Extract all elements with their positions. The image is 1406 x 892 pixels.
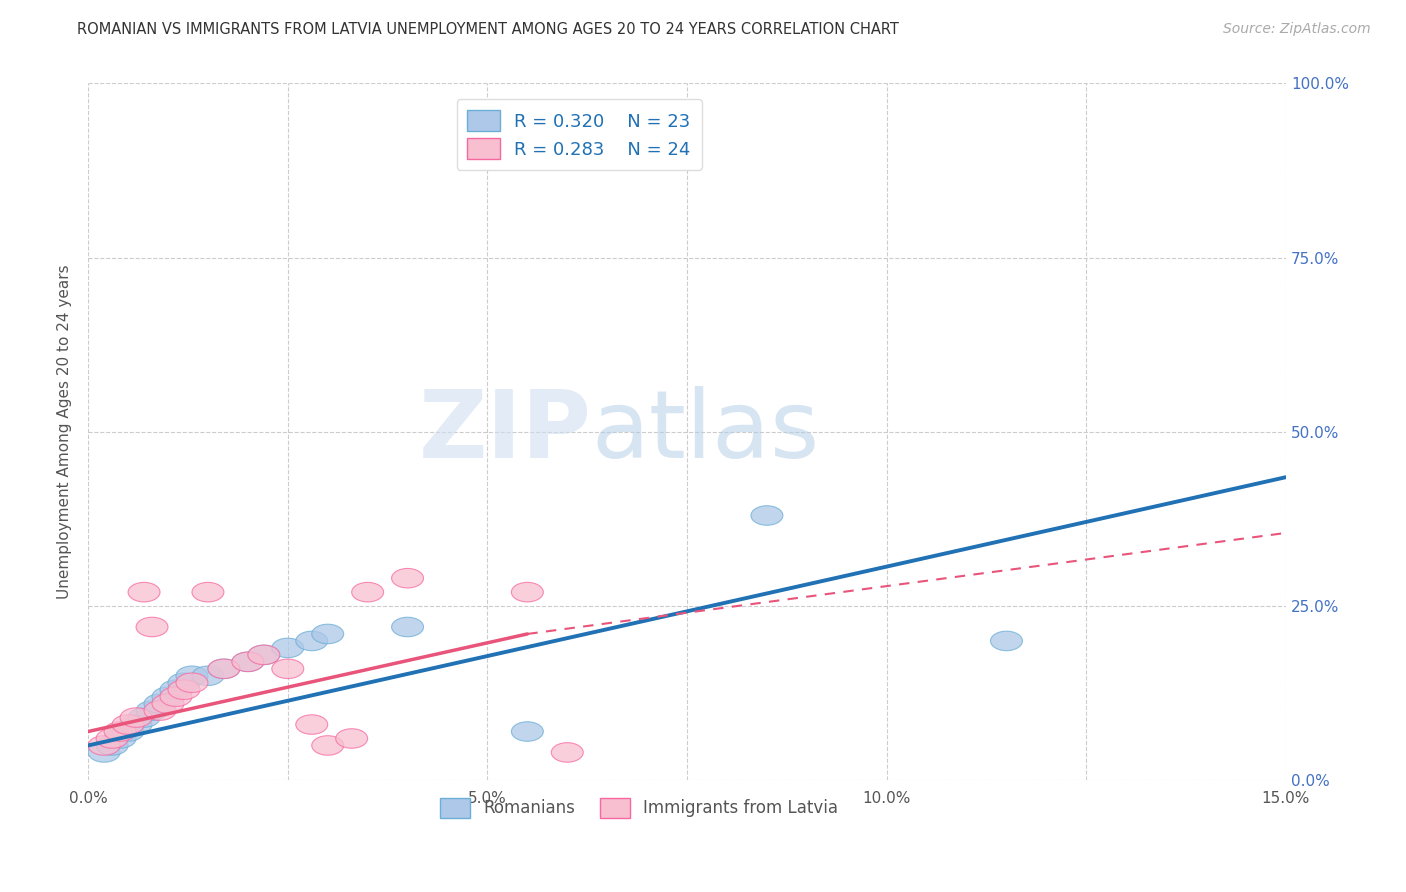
Ellipse shape bbox=[120, 708, 152, 727]
Ellipse shape bbox=[152, 687, 184, 706]
Ellipse shape bbox=[295, 632, 328, 650]
Ellipse shape bbox=[176, 666, 208, 686]
Ellipse shape bbox=[232, 652, 264, 672]
Ellipse shape bbox=[312, 736, 343, 756]
Ellipse shape bbox=[247, 645, 280, 665]
Ellipse shape bbox=[143, 694, 176, 714]
Ellipse shape bbox=[96, 729, 128, 748]
Text: ZIP: ZIP bbox=[419, 386, 592, 478]
Ellipse shape bbox=[247, 645, 280, 665]
Ellipse shape bbox=[193, 582, 224, 602]
Ellipse shape bbox=[112, 722, 143, 741]
Ellipse shape bbox=[136, 701, 167, 721]
Ellipse shape bbox=[89, 736, 120, 756]
Text: Source: ZipAtlas.com: Source: ZipAtlas.com bbox=[1223, 22, 1371, 37]
Text: atlas: atlas bbox=[592, 386, 820, 478]
Ellipse shape bbox=[160, 687, 193, 706]
Ellipse shape bbox=[96, 736, 128, 756]
Ellipse shape bbox=[152, 694, 184, 714]
Legend: Romanians, Immigrants from Latvia: Romanians, Immigrants from Latvia bbox=[433, 791, 845, 824]
Ellipse shape bbox=[160, 680, 193, 699]
Ellipse shape bbox=[751, 506, 783, 525]
Ellipse shape bbox=[104, 729, 136, 748]
Ellipse shape bbox=[512, 582, 543, 602]
Ellipse shape bbox=[232, 652, 264, 672]
Ellipse shape bbox=[208, 659, 240, 679]
Ellipse shape bbox=[143, 701, 176, 721]
Y-axis label: Unemployment Among Ages 20 to 24 years: Unemployment Among Ages 20 to 24 years bbox=[58, 265, 72, 599]
Ellipse shape bbox=[176, 673, 208, 692]
Ellipse shape bbox=[89, 743, 120, 762]
Ellipse shape bbox=[352, 582, 384, 602]
Ellipse shape bbox=[312, 624, 343, 644]
Ellipse shape bbox=[271, 659, 304, 679]
Text: ROMANIAN VS IMMIGRANTS FROM LATVIA UNEMPLOYMENT AMONG AGES 20 TO 24 YEARS CORREL: ROMANIAN VS IMMIGRANTS FROM LATVIA UNEMP… bbox=[77, 22, 900, 37]
Ellipse shape bbox=[193, 666, 224, 686]
Ellipse shape bbox=[990, 632, 1022, 650]
Ellipse shape bbox=[512, 722, 543, 741]
Ellipse shape bbox=[112, 714, 143, 734]
Ellipse shape bbox=[136, 617, 167, 637]
Ellipse shape bbox=[208, 659, 240, 679]
Ellipse shape bbox=[104, 722, 136, 741]
Ellipse shape bbox=[128, 582, 160, 602]
Ellipse shape bbox=[392, 568, 423, 588]
Ellipse shape bbox=[167, 673, 200, 692]
Ellipse shape bbox=[128, 708, 160, 727]
Ellipse shape bbox=[392, 617, 423, 637]
Ellipse shape bbox=[167, 680, 200, 699]
Ellipse shape bbox=[295, 714, 328, 734]
Ellipse shape bbox=[551, 743, 583, 762]
Ellipse shape bbox=[336, 729, 367, 748]
Ellipse shape bbox=[271, 638, 304, 657]
Ellipse shape bbox=[120, 714, 152, 734]
